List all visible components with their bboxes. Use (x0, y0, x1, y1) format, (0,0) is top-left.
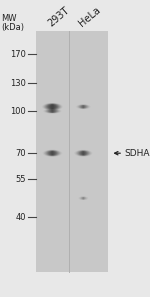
Ellipse shape (77, 105, 89, 109)
Ellipse shape (49, 151, 56, 155)
Ellipse shape (82, 151, 85, 155)
Ellipse shape (46, 150, 59, 156)
Ellipse shape (52, 105, 53, 108)
Ellipse shape (50, 105, 55, 109)
Text: SDHA: SDHA (124, 149, 150, 158)
Ellipse shape (78, 151, 88, 156)
Ellipse shape (45, 150, 59, 156)
Ellipse shape (49, 151, 56, 156)
Ellipse shape (45, 104, 60, 110)
Text: 70: 70 (15, 149, 26, 158)
Ellipse shape (83, 197, 84, 199)
Ellipse shape (47, 104, 58, 110)
Text: 55: 55 (15, 175, 26, 184)
Ellipse shape (52, 151, 53, 155)
Ellipse shape (83, 151, 84, 155)
Ellipse shape (79, 151, 88, 156)
Ellipse shape (82, 105, 84, 108)
Text: 40: 40 (15, 213, 26, 222)
Ellipse shape (44, 150, 61, 157)
Ellipse shape (49, 105, 56, 109)
Ellipse shape (50, 151, 55, 155)
Text: 130: 130 (10, 79, 26, 88)
Ellipse shape (79, 105, 88, 109)
Ellipse shape (81, 105, 86, 108)
Ellipse shape (82, 197, 85, 199)
Ellipse shape (44, 103, 60, 110)
Ellipse shape (78, 105, 89, 109)
Text: HeLa: HeLa (77, 5, 102, 28)
Ellipse shape (81, 151, 86, 155)
Ellipse shape (43, 103, 62, 110)
Ellipse shape (82, 197, 84, 199)
Ellipse shape (51, 105, 54, 109)
Ellipse shape (51, 110, 54, 112)
Ellipse shape (80, 105, 87, 108)
Ellipse shape (80, 151, 86, 155)
Ellipse shape (48, 104, 57, 109)
Ellipse shape (44, 103, 61, 110)
Ellipse shape (80, 151, 87, 155)
Ellipse shape (47, 151, 58, 156)
Ellipse shape (83, 105, 84, 108)
Ellipse shape (44, 109, 60, 113)
Ellipse shape (75, 150, 91, 156)
Ellipse shape (47, 109, 57, 113)
Ellipse shape (52, 110, 53, 112)
Text: 170: 170 (10, 50, 26, 59)
Ellipse shape (77, 150, 90, 156)
Ellipse shape (81, 197, 85, 200)
Text: 100: 100 (10, 107, 26, 116)
Bar (36, 31, 108, 272)
Ellipse shape (45, 109, 60, 113)
Ellipse shape (51, 151, 54, 155)
Ellipse shape (79, 105, 87, 108)
Ellipse shape (81, 197, 86, 200)
Text: 293T: 293T (46, 5, 71, 28)
Text: MW
(kDa): MW (kDa) (1, 14, 24, 32)
Ellipse shape (82, 197, 85, 199)
Ellipse shape (48, 109, 57, 113)
Ellipse shape (76, 150, 91, 156)
Ellipse shape (48, 104, 56, 109)
Ellipse shape (50, 110, 55, 113)
Ellipse shape (45, 150, 60, 156)
Ellipse shape (48, 151, 57, 156)
Ellipse shape (46, 104, 59, 110)
Ellipse shape (46, 109, 59, 113)
Ellipse shape (50, 110, 55, 113)
Ellipse shape (80, 105, 86, 108)
Ellipse shape (47, 109, 58, 113)
Ellipse shape (78, 151, 89, 156)
Ellipse shape (49, 110, 56, 113)
Ellipse shape (82, 105, 85, 108)
